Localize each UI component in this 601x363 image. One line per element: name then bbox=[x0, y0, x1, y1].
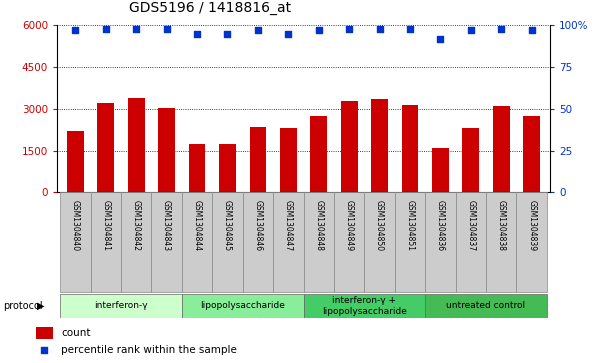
Point bbox=[436, 36, 445, 42]
Bar bbox=[334, 192, 364, 292]
Point bbox=[344, 26, 354, 32]
Point bbox=[192, 31, 202, 37]
Bar bbox=[310, 116, 327, 192]
Bar bbox=[432, 148, 449, 192]
Text: ▶: ▶ bbox=[37, 301, 44, 311]
Text: GSM1304850: GSM1304850 bbox=[375, 200, 384, 252]
Text: protocol: protocol bbox=[3, 301, 43, 311]
Text: GSM1304851: GSM1304851 bbox=[406, 200, 415, 251]
Bar bbox=[182, 294, 304, 318]
Bar bbox=[395, 192, 425, 292]
Point bbox=[132, 26, 141, 32]
Text: GSM1304839: GSM1304839 bbox=[527, 200, 536, 252]
Bar bbox=[128, 98, 145, 192]
Bar bbox=[304, 192, 334, 292]
Bar bbox=[182, 192, 212, 292]
Bar bbox=[493, 106, 510, 192]
Text: GSM1304845: GSM1304845 bbox=[223, 200, 232, 252]
Point bbox=[253, 28, 263, 33]
Bar bbox=[249, 127, 266, 192]
Point bbox=[496, 26, 506, 32]
Bar bbox=[273, 192, 304, 292]
Bar bbox=[151, 192, 182, 292]
Bar bbox=[341, 101, 358, 192]
Bar bbox=[60, 294, 182, 318]
Text: interferon-γ: interferon-γ bbox=[94, 301, 148, 310]
Bar bbox=[91, 192, 121, 292]
Point bbox=[318, 256, 328, 262]
Text: untreated control: untreated control bbox=[447, 301, 526, 310]
Bar bbox=[456, 192, 486, 292]
Bar bbox=[189, 144, 206, 192]
Point bbox=[466, 28, 475, 33]
Text: GSM1304840: GSM1304840 bbox=[71, 200, 80, 252]
Text: GSM1304848: GSM1304848 bbox=[314, 200, 323, 251]
Text: GSM1304844: GSM1304844 bbox=[192, 200, 201, 252]
Point bbox=[405, 26, 415, 32]
Point bbox=[284, 31, 293, 37]
Point bbox=[314, 28, 323, 33]
Text: interferon-γ +
lipopolysaccharide: interferon-γ + lipopolysaccharide bbox=[322, 296, 407, 315]
Bar bbox=[401, 105, 418, 192]
Bar bbox=[516, 192, 547, 292]
Bar bbox=[425, 192, 456, 292]
Text: GSM1304836: GSM1304836 bbox=[436, 200, 445, 252]
Bar bbox=[60, 192, 91, 292]
Text: count: count bbox=[61, 328, 91, 338]
Text: GSM1304849: GSM1304849 bbox=[344, 200, 353, 252]
Bar bbox=[219, 144, 236, 192]
Bar bbox=[67, 131, 84, 192]
Bar bbox=[462, 129, 479, 192]
Bar bbox=[36, 327, 53, 339]
Bar bbox=[364, 192, 395, 292]
Text: GDS5196 / 1418816_at: GDS5196 / 1418816_at bbox=[129, 0, 291, 15]
Text: GSM1304841: GSM1304841 bbox=[102, 200, 110, 251]
Bar bbox=[371, 99, 388, 192]
Text: GSM1304838: GSM1304838 bbox=[497, 200, 505, 251]
Text: percentile rank within the sample: percentile rank within the sample bbox=[61, 345, 237, 355]
Point bbox=[375, 26, 385, 32]
Bar bbox=[121, 192, 151, 292]
Point bbox=[162, 26, 171, 32]
Bar bbox=[243, 192, 273, 292]
Point bbox=[527, 28, 537, 33]
Text: lipopolysaccharide: lipopolysaccharide bbox=[200, 301, 285, 310]
Bar bbox=[212, 192, 243, 292]
Text: GSM1304842: GSM1304842 bbox=[132, 200, 141, 251]
Bar bbox=[158, 107, 175, 192]
Bar bbox=[304, 294, 425, 318]
Bar bbox=[523, 116, 540, 192]
Text: GSM1304837: GSM1304837 bbox=[466, 200, 475, 252]
Bar bbox=[280, 129, 297, 192]
Point bbox=[222, 31, 232, 37]
Bar bbox=[97, 103, 114, 192]
Text: GSM1304843: GSM1304843 bbox=[162, 200, 171, 252]
Text: GSM1304847: GSM1304847 bbox=[284, 200, 293, 252]
Point bbox=[101, 26, 111, 32]
Text: GSM1304846: GSM1304846 bbox=[254, 200, 263, 252]
Point bbox=[70, 28, 80, 33]
Bar bbox=[486, 192, 516, 292]
Bar bbox=[425, 294, 547, 318]
